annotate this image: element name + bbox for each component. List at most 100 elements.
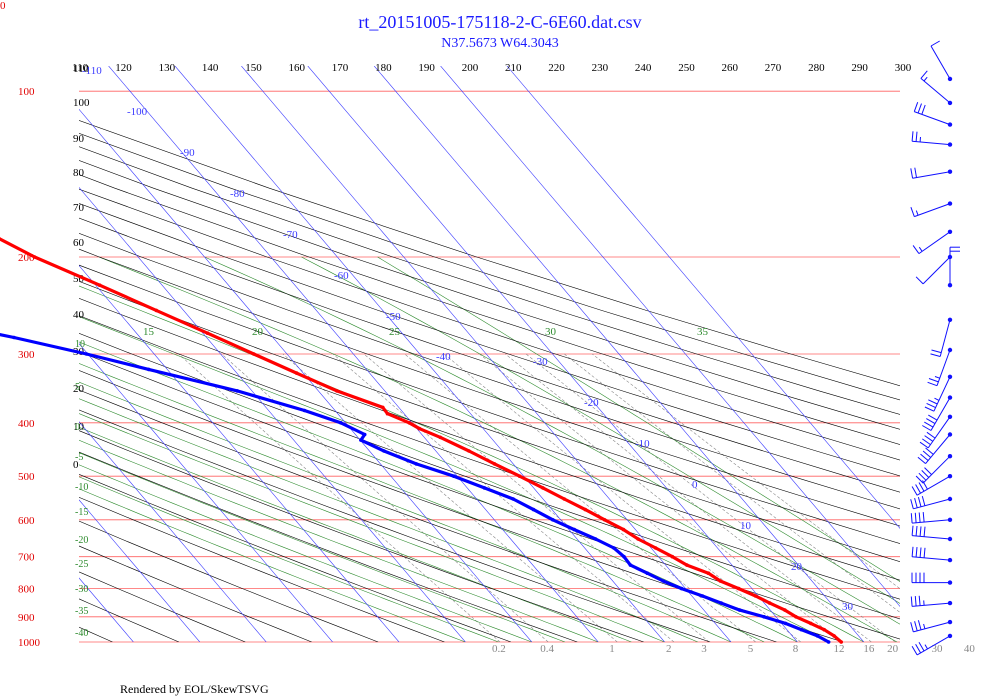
temperature-profile-point <box>602 518 607 522</box>
wind-barb-flag <box>922 450 932 458</box>
temperature-profile-point <box>541 486 545 490</box>
wind-barb-flag <box>922 438 931 446</box>
theta-top-label: 270 <box>765 62 782 74</box>
pressure-tick-label: 700 <box>18 552 35 564</box>
dewpoint-profile-point <box>622 554 626 559</box>
theta-top-label: 210 <box>505 62 522 74</box>
moist-adiabat-line <box>79 464 532 642</box>
wind-barb-flag <box>919 441 929 449</box>
wind-barb-flag <box>914 512 917 523</box>
moist-adiabat-line <box>79 476 499 642</box>
mixing-ratio-label: 40 <box>964 643 976 655</box>
wind-barb-flag <box>926 418 936 425</box>
moist-adiabat-label: 20 <box>252 326 264 338</box>
wind-barb-flag <box>920 453 929 461</box>
theta-top-label: 280 <box>808 62 825 74</box>
wind-barb-flag <box>928 378 939 383</box>
temperature-profile-point <box>205 331 210 336</box>
mixing-ratio-label: 5 <box>748 643 754 655</box>
wind-barb-flag <box>928 399 938 405</box>
mixing-ratio-label: 20 <box>887 643 899 655</box>
temperature-profile-point <box>767 601 772 605</box>
wind-barb-flag <box>911 486 918 496</box>
wind-barb-flag <box>915 644 922 654</box>
temperature-profile-point <box>621 527 626 532</box>
dewpoint-profile-point <box>572 527 577 532</box>
dewpoint-profile-point <box>679 586 684 591</box>
wind-barb-staff <box>918 231 951 255</box>
wind-barb-flag <box>928 414 938 421</box>
isotherm-label: -90 <box>180 147 195 159</box>
mixing-ratio-label: 16 <box>863 643 875 655</box>
wind-barb-flag <box>918 472 927 481</box>
wind-barb-flag <box>910 207 915 217</box>
moist-adiabat-line <box>79 426 632 642</box>
dry-adiabat-line <box>79 409 711 642</box>
isotherm-label: -20 <box>584 397 599 409</box>
wind-barb-staff <box>912 602 951 607</box>
wind-barb-flag <box>927 381 938 387</box>
dewpoint-profile-point <box>661 579 665 583</box>
dewpoint-profile-point <box>482 486 487 490</box>
mixing-ratio-line <box>178 353 501 642</box>
pressure-tick-label: 300 <box>18 349 35 361</box>
altitude-label: 40 <box>73 309 85 321</box>
moist-left-label: -25 <box>75 559 88 570</box>
dewpoint-profile-point <box>737 608 742 612</box>
wind-barb-flag <box>910 499 914 509</box>
pressure-tick-label: 100 <box>18 86 35 98</box>
dewpoint-profile-point <box>84 352 89 356</box>
dry-adiabat-line <box>79 332 900 620</box>
moist-left-label: 5 <box>75 382 80 393</box>
wind-barb-staff <box>916 475 951 496</box>
dewpoint-profile-point <box>762 615 766 619</box>
wind-barb-flag <box>918 482 925 492</box>
dry-adiabat-line <box>79 232 900 510</box>
isotherm-line <box>108 66 599 642</box>
moist-adiabat-line <box>79 488 466 642</box>
dry-adiabat-line <box>79 133 900 401</box>
wind-barb-flag <box>914 167 917 178</box>
isotherm-label: -100 <box>127 106 148 118</box>
dry-adiabat-line <box>79 496 445 642</box>
moist-adiabat-label: 15 <box>143 326 155 338</box>
isotherm-label: -110 <box>82 65 102 77</box>
moist-adiabat-line <box>204 256 900 625</box>
isotherm-label: -50 <box>386 311 401 323</box>
dry-adiabat-line <box>79 598 180 642</box>
wind-barb-flag <box>917 103 922 114</box>
pressure-tick-label: 500 <box>18 471 35 483</box>
moist-adiabat-label: 30 <box>545 326 557 338</box>
wind-barb-staff <box>922 256 951 285</box>
wind-barb-flag <box>926 431 936 439</box>
dewpoint-profile-point <box>382 449 386 453</box>
isotherm-line <box>79 421 267 642</box>
wind-barb-staff <box>930 45 951 80</box>
wind-barb-half-flag <box>923 76 928 82</box>
isotherm-line <box>79 186 466 642</box>
wind-barb-staff <box>927 416 951 449</box>
theta-top-label: 130 <box>159 62 176 74</box>
dewpoint-profile-point <box>783 621 788 626</box>
mixing-ratio-lines <box>178 353 900 642</box>
corner-label: 0 <box>0 0 6 12</box>
wind-barb-flag <box>924 467 932 475</box>
dry-adiabat-lines <box>79 120 900 642</box>
altitude-label: 0 <box>73 459 79 471</box>
wind-barb-flag <box>926 402 936 409</box>
theta-top-label: 120 <box>115 62 132 74</box>
mixing-ratio-line <box>564 353 900 613</box>
wind-barb-flag <box>925 447 934 455</box>
dry-adiabat-line <box>79 264 900 544</box>
wind-barb-flag <box>911 546 914 557</box>
dry-adiabat-line <box>79 571 246 642</box>
temperature-profile-point <box>32 255 37 259</box>
mixing-ratio-line <box>443 353 801 642</box>
dewpoint-profile-point <box>700 594 705 598</box>
theta-top-label: 170 <box>332 62 349 74</box>
theta-top-label: 220 <box>548 62 565 74</box>
dewpoint-profile-point <box>799 627 804 632</box>
temperature-profile-point <box>783 608 787 612</box>
isotherm-line <box>174 66 665 642</box>
